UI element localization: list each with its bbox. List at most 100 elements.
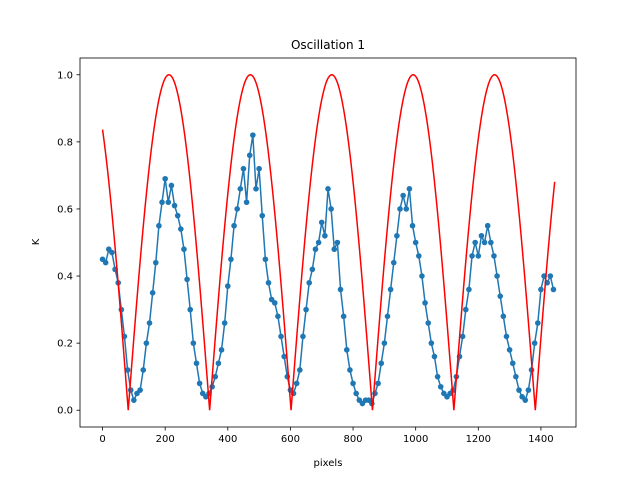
- data-point: [181, 246, 187, 253]
- data-point: [156, 222, 162, 229]
- data-point: [475, 253, 482, 259]
- data-point: [437, 383, 444, 390]
- data-point: [419, 273, 425, 279]
- data-point: [118, 306, 125, 313]
- y-tick-label: 0.8: [57, 137, 73, 148]
- data-point: [171, 202, 178, 209]
- data-point: [334, 239, 341, 246]
- data-point: [397, 206, 403, 212]
- data-point: [340, 313, 347, 320]
- data-point: [256, 165, 262, 172]
- data-point: [184, 276, 190, 283]
- data-point: [275, 313, 281, 320]
- data-point: [253, 186, 259, 192]
- data-point: [124, 367, 131, 373]
- fit-curve: [101, 74, 556, 411]
- data-point: [178, 226, 184, 232]
- data-point: [228, 256, 234, 263]
- x-tick-label: 1400: [528, 434, 553, 445]
- data-point: [337, 286, 344, 293]
- x-tick-label: 200: [156, 434, 175, 445]
- data-point: [353, 390, 359, 397]
- data-point: [472, 239, 478, 246]
- data-point: [416, 253, 422, 259]
- data-point: [102, 259, 109, 266]
- data-point: [384, 313, 391, 320]
- data-point: [425, 320, 432, 326]
- data-point: [165, 199, 172, 206]
- data-point: [525, 387, 532, 393]
- data-point: [297, 367, 303, 373]
- data-layer: [99, 74, 557, 411]
- data-point: [174, 212, 181, 219]
- x-tick-label: 1000: [403, 434, 428, 445]
- y-tick-label: 0.4: [57, 272, 73, 283]
- x-tick-label: 0: [99, 434, 105, 445]
- data-point: [488, 239, 494, 246]
- data-point: [390, 259, 397, 266]
- data-point: [259, 212, 266, 219]
- data-point: [550, 286, 557, 293]
- data-point: [318, 219, 325, 226]
- data-point: [234, 206, 240, 212]
- y-axis-label: K: [31, 238, 42, 245]
- data-point: [500, 313, 507, 320]
- data-point: [143, 340, 150, 346]
- data-point: [328, 206, 334, 212]
- data-point: [434, 373, 441, 380]
- x-tick-label: 800: [344, 434, 363, 445]
- data-point: [250, 132, 256, 138]
- data-point: [509, 360, 516, 367]
- data-point: [381, 340, 388, 346]
- data-point: [187, 306, 194, 313]
- data-point: [503, 333, 510, 340]
- data-point: [159, 199, 165, 206]
- data-point: [215, 360, 222, 367]
- data-point: [243, 199, 250, 206]
- y-tick-label: 0.2: [57, 339, 73, 350]
- data-point: [146, 320, 153, 326]
- x-tick-label: 600: [281, 434, 300, 445]
- data-point: [212, 373, 219, 380]
- data-point: [237, 186, 244, 192]
- data-point: [478, 232, 485, 239]
- data-point: [406, 186, 413, 192]
- data-point: [127, 387, 134, 393]
- data-point: [218, 347, 225, 353]
- data-point: [387, 286, 394, 293]
- data-point: [309, 266, 316, 273]
- data-point: [262, 256, 269, 263]
- data-point: [149, 290, 156, 296]
- data-point: [506, 347, 513, 353]
- x-tick-label: 1200: [466, 434, 491, 445]
- data-point: [137, 387, 143, 393]
- data-point: [428, 340, 435, 346]
- data-point: [459, 333, 466, 340]
- data-point: [152, 259, 159, 266]
- x-tick-label: 400: [218, 434, 237, 445]
- data-point: [462, 306, 469, 313]
- data-point: [547, 273, 554, 279]
- y-tick-label: 0.0: [57, 406, 73, 417]
- data-point: [347, 367, 353, 373]
- data-point: [375, 380, 381, 387]
- x-axis-label: pixels: [314, 458, 343, 469]
- axes-frame: [79, 57, 577, 428]
- y-tick-label: 1.0: [57, 70, 73, 81]
- axes-layer: 0 200 400 600 800 1000 1200 1400 0.0 0.2 0.4 0.6 0.8…: [57, 57, 577, 445]
- data-point: [193, 360, 200, 367]
- data-point: [224, 283, 231, 289]
- data-point: [265, 279, 272, 286]
- data-point: [400, 192, 406, 199]
- data-point: [303, 306, 309, 313]
- data-point: [412, 239, 419, 246]
- data-point: [409, 222, 416, 229]
- y-tick-label: 0.6: [57, 204, 73, 215]
- data-point: [162, 175, 168, 182]
- data-point: [306, 279, 313, 286]
- data-point: [513, 373, 519, 380]
- data-point: [431, 353, 438, 360]
- data-point: [240, 165, 247, 172]
- data-point: [403, 206, 410, 212]
